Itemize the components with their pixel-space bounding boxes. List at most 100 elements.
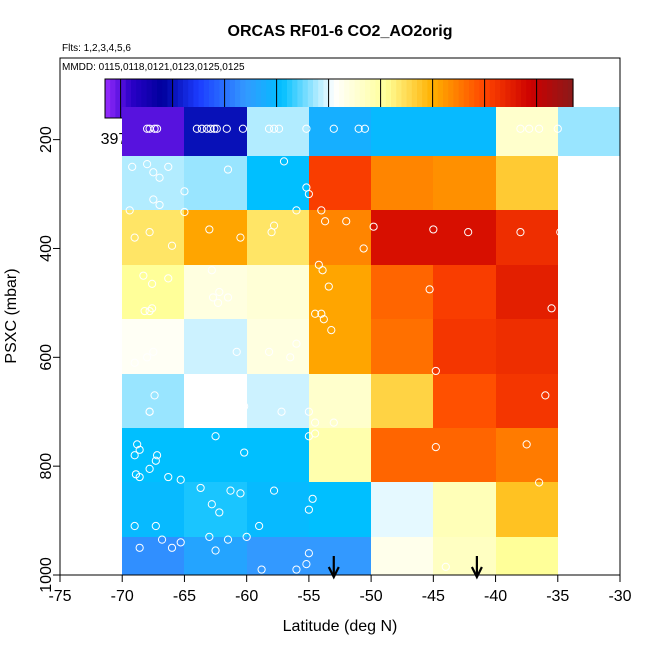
- observation-point: [269, 124, 279, 133]
- observation-point: [212, 124, 221, 133]
- colorbar-swatch: [380, 79, 387, 118]
- heatmap-cell: [433, 537, 496, 575]
- observation-point: [128, 162, 137, 171]
- observation-point: [242, 532, 251, 542]
- heatmap-cell: [309, 428, 371, 482]
- observation-point: [464, 228, 473, 237]
- colorbar-swatch: [125, 79, 132, 118]
- observation-point: [139, 271, 148, 280]
- colorbar-swatch: [344, 79, 350, 118]
- observation-point: [206, 124, 215, 133]
- observation-point: [205, 225, 214, 234]
- heatmap-cell: [309, 537, 371, 575]
- observation-point: [274, 124, 284, 133]
- observation-point: [431, 366, 440, 376]
- arrow-markers: [327, 556, 483, 580]
- colorbar-swatch: [469, 79, 475, 118]
- heatmap-cell: [122, 537, 184, 575]
- observation-point: [207, 266, 216, 275]
- observation-point: [329, 418, 338, 427]
- colorbar-swatch: [219, 79, 226, 118]
- colorbar-swatch: [328, 79, 335, 118]
- colorbar-swatch: [339, 79, 345, 118]
- arrow-head: [327, 566, 340, 580]
- observation-point: [130, 233, 139, 242]
- observation-point: [208, 293, 218, 302]
- observation-point: [223, 165, 233, 174]
- colorbar-swatch: [495, 79, 501, 118]
- observation-point: [320, 217, 330, 226]
- colorbar-swatch: [177, 79, 184, 118]
- colorbar-swatch: [432, 79, 439, 118]
- colorbar-swatch: [224, 79, 231, 118]
- observation-point: [176, 475, 185, 484]
- observation-point: [311, 309, 320, 318]
- colorbar-swatch: [333, 79, 340, 118]
- colorbar-swatch: [359, 79, 366, 118]
- observation-point: [277, 407, 286, 416]
- chart-title: ORCAS RF01-6 CO2_AO2orig: [228, 23, 453, 40]
- heatmap-cell: [496, 265, 558, 319]
- observation-point: [145, 306, 154, 316]
- observation-point: [525, 124, 534, 133]
- colorbar-swatch: [131, 79, 137, 118]
- observation-point: [210, 124, 219, 133]
- colorbar-swatch: [115, 79, 122, 118]
- colorbar-swatch: [531, 79, 538, 118]
- heatmap-cell: [184, 107, 247, 156]
- colorbar-swatch: [229, 79, 236, 118]
- observation-point: [167, 543, 177, 552]
- observation-point: [130, 521, 139, 531]
- observation-point: [197, 124, 206, 133]
- observation-point: [140, 306, 149, 316]
- observation-point: [130, 451, 139, 460]
- colorbar-swatch: [167, 79, 174, 118]
- observation-point: [145, 407, 154, 416]
- observation-point: [429, 225, 438, 234]
- colorbar-swatch: [313, 79, 319, 118]
- colorbar-swatch: [261, 79, 267, 118]
- x-tick-label: -35: [546, 588, 569, 605]
- observation-point: [264, 347, 274, 356]
- colorbar-swatch: [110, 79, 116, 118]
- heatmap-cell: [433, 156, 496, 210]
- observation-point: [205, 532, 214, 542]
- colorbar-swatch: [406, 79, 413, 118]
- colorbar-swatch: [157, 79, 163, 118]
- x-tick-label: -70: [111, 588, 134, 605]
- observation-point: [304, 549, 313, 558]
- heatmap-cell: [433, 210, 496, 265]
- heatmap-cell: [122, 210, 184, 265]
- heatmap-cell: [309, 265, 371, 319]
- heatmap-cell: [371, 537, 433, 575]
- colorbar-swatch: [448, 79, 454, 118]
- heatmap-cell: [433, 482, 496, 537]
- observation-point: [180, 207, 189, 217]
- colorbar-swatch: [370, 79, 376, 118]
- colorbar-swatch: [453, 79, 460, 118]
- colorbar-swatch: [427, 79, 434, 118]
- observation-point: [223, 293, 233, 302]
- colorbar-swatch: [141, 79, 148, 118]
- heatmap-cell: [309, 156, 371, 210]
- colorbar-swatch: [552, 79, 558, 118]
- observation-point: [125, 206, 134, 215]
- observation-point: [196, 483, 205, 493]
- observation-point: [150, 391, 159, 400]
- colorbar-swatch: [365, 79, 371, 118]
- colorbar-swatch: [183, 79, 189, 118]
- observation-point: [211, 432, 220, 441]
- heatmap-cell: [371, 319, 433, 374]
- colorbar-swatch: [203, 79, 210, 118]
- observation-point: [360, 124, 369, 133]
- observation-point: [176, 538, 185, 547]
- colorbar-swatch: [302, 79, 309, 118]
- observation-point: [135, 472, 144, 482]
- colorbar-swatch: [172, 79, 179, 118]
- x-tick-label: -50: [360, 588, 383, 605]
- observation-point: [164, 472, 173, 482]
- observation-point: [522, 440, 531, 449]
- observation-point: [255, 521, 264, 531]
- colorbar-swatch: [323, 79, 330, 118]
